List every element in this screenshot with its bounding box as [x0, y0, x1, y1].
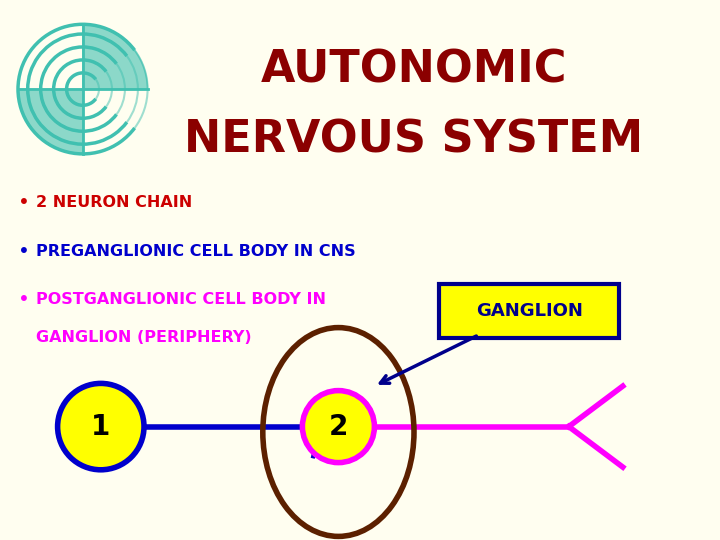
Text: •: •	[18, 241, 30, 261]
Text: GANGLION: GANGLION	[476, 301, 582, 320]
Polygon shape	[83, 24, 148, 89]
Text: GANGLION (PERIPHERY): GANGLION (PERIPHERY)	[36, 330, 251, 345]
Ellipse shape	[58, 383, 144, 470]
Text: •: •	[18, 290, 30, 309]
Text: •: •	[18, 193, 30, 212]
FancyBboxPatch shape	[439, 284, 619, 338]
Text: PREGANGLIONIC CELL BODY IN CNS: PREGANGLIONIC CELL BODY IN CNS	[36, 244, 356, 259]
Text: 2: 2	[329, 413, 348, 441]
Text: 2 NEURON CHAIN: 2 NEURON CHAIN	[36, 195, 192, 210]
Text: POSTGANGLIONIC CELL BODY IN: POSTGANGLIONIC CELL BODY IN	[36, 292, 326, 307]
Ellipse shape	[302, 390, 374, 463]
Text: AUTONOMIC: AUTONOMIC	[261, 49, 567, 92]
Polygon shape	[18, 89, 83, 154]
Text: NERVOUS SYSTEM: NERVOUS SYSTEM	[184, 119, 644, 162]
Text: 1: 1	[91, 413, 110, 441]
